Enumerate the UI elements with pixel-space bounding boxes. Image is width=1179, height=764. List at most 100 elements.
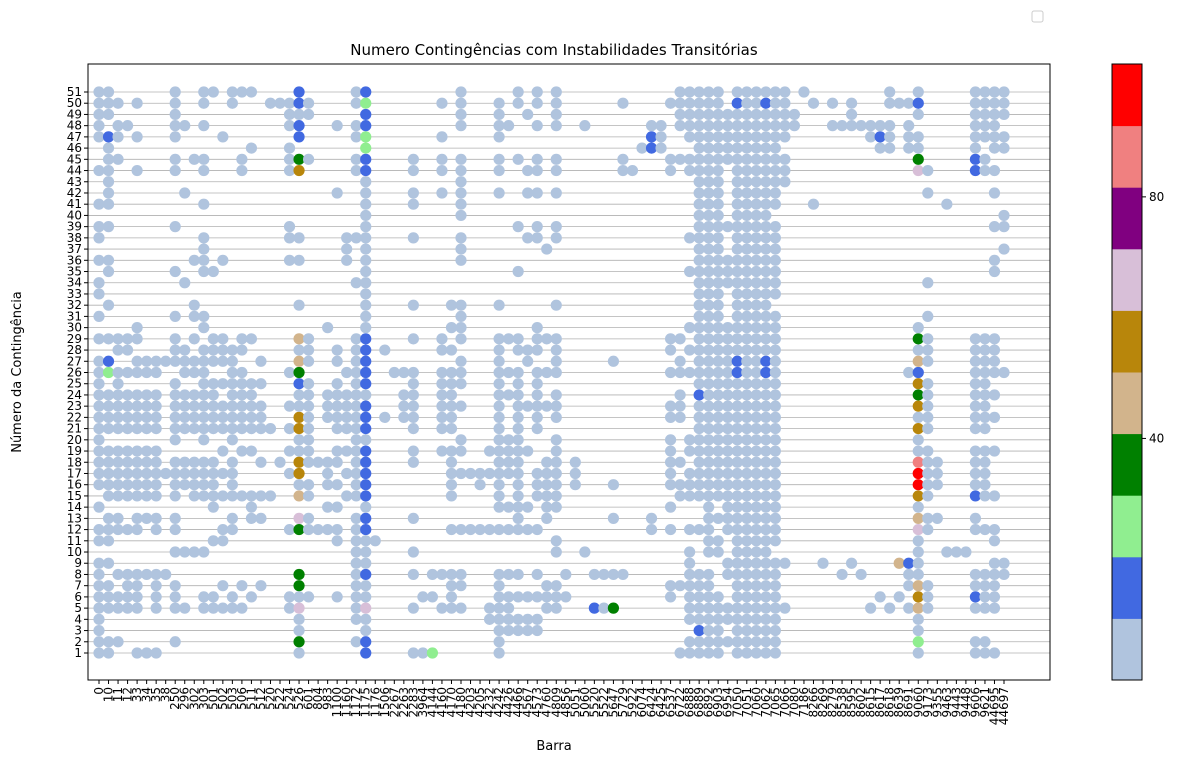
data-point bbox=[341, 243, 353, 255]
data-point bbox=[455, 108, 467, 121]
data-point bbox=[760, 636, 772, 648]
data-point bbox=[150, 479, 162, 491]
data-point bbox=[969, 97, 982, 109]
data-point bbox=[550, 546, 562, 558]
data-point bbox=[693, 456, 705, 468]
data-point bbox=[360, 120, 372, 132]
data-point bbox=[322, 389, 334, 401]
data-point bbox=[664, 153, 677, 165]
data-point bbox=[226, 423, 238, 435]
data-point bbox=[922, 389, 934, 401]
x-tick-label: 2283 bbox=[406, 687, 420, 718]
data-point bbox=[769, 378, 781, 390]
data-point bbox=[188, 355, 200, 367]
data-point bbox=[407, 232, 419, 244]
data-point bbox=[674, 400, 686, 412]
data-point bbox=[531, 613, 543, 625]
data-point bbox=[912, 142, 924, 154]
data-point bbox=[531, 322, 543, 334]
data-point bbox=[131, 479, 143, 491]
data-point bbox=[731, 153, 743, 165]
data-point bbox=[150, 647, 162, 659]
data-point bbox=[750, 501, 762, 513]
data-point bbox=[903, 580, 915, 592]
data-point bbox=[922, 187, 934, 199]
colorbar-segment bbox=[1112, 372, 1142, 435]
data-point bbox=[684, 445, 696, 457]
data-point bbox=[903, 97, 915, 109]
data-point bbox=[712, 490, 724, 502]
data-point bbox=[741, 501, 753, 513]
data-point bbox=[731, 355, 743, 367]
data-point bbox=[712, 333, 724, 345]
y-tick-label: 19 bbox=[67, 444, 82, 458]
data-point bbox=[693, 254, 705, 266]
data-point bbox=[769, 265, 781, 278]
data-point bbox=[331, 411, 343, 423]
data-point bbox=[569, 479, 581, 491]
data-point bbox=[731, 299, 743, 311]
data-point bbox=[455, 153, 467, 165]
data-point bbox=[712, 378, 724, 390]
data-point bbox=[731, 164, 743, 177]
data-point bbox=[112, 389, 124, 401]
data-point bbox=[636, 142, 648, 154]
data-point bbox=[769, 254, 781, 266]
data-point bbox=[112, 445, 124, 457]
data-point bbox=[179, 423, 191, 435]
data-point bbox=[741, 389, 753, 401]
data-point bbox=[112, 131, 124, 143]
data-point bbox=[102, 636, 115, 648]
data-point bbox=[731, 378, 743, 390]
data-point bbox=[131, 467, 143, 480]
data-point bbox=[741, 153, 753, 165]
data-point bbox=[655, 142, 667, 154]
data-point bbox=[198, 546, 210, 558]
data-point bbox=[712, 232, 724, 244]
data-point bbox=[121, 568, 134, 581]
data-point bbox=[626, 164, 639, 177]
x-tick-label: 501 bbox=[206, 687, 220, 710]
data-point bbox=[169, 153, 181, 165]
data-point bbox=[760, 254, 772, 266]
data-point bbox=[731, 602, 743, 614]
data-point bbox=[360, 602, 372, 614]
data-point bbox=[712, 86, 724, 98]
x-tick-label: 5520 bbox=[587, 687, 601, 718]
data-point bbox=[198, 389, 210, 401]
data-point bbox=[455, 467, 467, 480]
data-point bbox=[217, 423, 229, 435]
data-point bbox=[493, 400, 505, 412]
data-point bbox=[741, 445, 753, 457]
data-point bbox=[588, 602, 600, 614]
data-point bbox=[150, 445, 162, 457]
data-point bbox=[217, 400, 229, 412]
data-point bbox=[550, 97, 562, 109]
data-point bbox=[750, 322, 762, 334]
data-point bbox=[779, 131, 791, 143]
data-point bbox=[198, 456, 210, 468]
data-point bbox=[693, 333, 705, 345]
data-point bbox=[998, 366, 1010, 379]
data-point bbox=[102, 479, 115, 491]
chart-title: Numero Contingências com Instabilidades … bbox=[350, 41, 758, 59]
data-point bbox=[693, 366, 705, 379]
data-point bbox=[750, 120, 762, 132]
data-point bbox=[350, 131, 362, 143]
data-point bbox=[226, 389, 238, 401]
data-point bbox=[541, 467, 553, 480]
y-tick-label: 4 bbox=[74, 612, 82, 626]
data-point bbox=[169, 512, 181, 524]
data-point bbox=[360, 512, 372, 524]
data-point bbox=[531, 423, 543, 435]
data-point bbox=[121, 490, 134, 502]
data-point bbox=[102, 142, 115, 154]
data-point bbox=[503, 445, 515, 457]
data-point bbox=[684, 591, 696, 603]
x-tick-label: 11 bbox=[111, 687, 125, 702]
data-point bbox=[712, 97, 724, 109]
data-point bbox=[731, 423, 743, 435]
x-tick-label: 250 bbox=[168, 687, 182, 710]
data-point bbox=[360, 299, 372, 311]
data-point bbox=[703, 400, 715, 412]
